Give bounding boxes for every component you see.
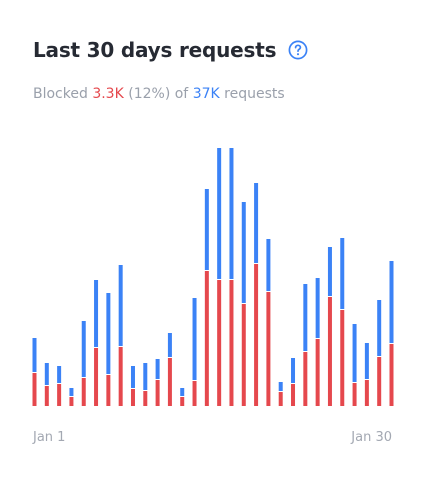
blocked-percent: (12%) [128, 86, 171, 102]
bar-blocked [106, 375, 111, 406]
blocked-summary: Blocked 3.3K (12%) of 37K requests [33, 86, 285, 102]
bar-allowed [155, 359, 160, 379]
bar-blocked [32, 373, 37, 406]
bar-allowed [327, 247, 332, 296]
bar-blocked [94, 348, 99, 406]
bar-blocked [241, 304, 246, 406]
bar-allowed [180, 388, 185, 396]
bar-blocked [315, 339, 320, 406]
x-tick-label-last: Jan 30 [350, 430, 392, 445]
bar-blocked [352, 383, 357, 406]
bar-blocked [303, 352, 308, 406]
bar-blocked [143, 391, 148, 406]
bar-blocked [266, 292, 271, 406]
bar-blocked [118, 347, 123, 406]
bar-allowed [204, 189, 209, 270]
bar-allowed [291, 358, 296, 383]
bar-allowed [303, 284, 308, 351]
bars-group [32, 148, 394, 406]
bar-allowed [217, 148, 222, 279]
title-row: Last 30 days requests [33, 38, 308, 62]
bar-blocked [44, 386, 49, 406]
bar-allowed [389, 261, 394, 343]
bar-blocked [377, 357, 382, 406]
bar-allowed [241, 202, 246, 303]
bar-blocked [57, 384, 62, 406]
bar-blocked [340, 310, 345, 406]
summary-of: of [174, 86, 189, 102]
question-circle-icon[interactable] [288, 40, 308, 60]
x-tick-label-first: Jan 1 [32, 430, 65, 445]
bar-blocked [217, 280, 222, 406]
bar-blocked [229, 280, 234, 406]
bar-blocked [167, 358, 172, 406]
bar-blocked [291, 384, 296, 406]
bar-allowed [377, 300, 382, 356]
bar-allowed [352, 324, 357, 382]
bar-allowed [106, 293, 111, 374]
bar-blocked [69, 397, 74, 406]
bar-allowed [94, 280, 99, 347]
bar-blocked [155, 380, 160, 406]
bar-blocked [254, 264, 259, 406]
bar-allowed [69, 388, 74, 396]
bar-allowed [32, 338, 37, 372]
bar-blocked [81, 378, 86, 406]
total-count: 37K [192, 86, 220, 102]
bar-allowed [167, 333, 172, 357]
bar-blocked [327, 297, 332, 406]
bar-allowed [143, 363, 148, 390]
summary-suffix: requests [224, 86, 285, 102]
bar-allowed [266, 239, 271, 291]
bar-allowed [57, 366, 62, 383]
bar-allowed [118, 265, 123, 346]
bar-blocked [364, 380, 369, 406]
summary-prefix: Blocked [33, 86, 88, 102]
bar-blocked [278, 392, 283, 406]
bar-allowed [254, 183, 259, 263]
bar-allowed [340, 238, 345, 309]
bar-allowed [81, 321, 86, 377]
bar-allowed [315, 278, 320, 338]
bar-allowed [44, 363, 49, 385]
bar-allowed [278, 382, 283, 391]
blocked-count: 3.3K [92, 86, 124, 102]
bar-blocked [130, 389, 135, 406]
bar-blocked [204, 271, 209, 406]
bar-allowed [229, 148, 234, 279]
bar-blocked [180, 397, 185, 406]
bar-allowed [130, 366, 135, 388]
bar-allowed [192, 298, 197, 380]
bar-blocked [192, 381, 197, 406]
bar-allowed [364, 343, 369, 379]
card-title: Last 30 days requests [33, 38, 277, 62]
bar-blocked [389, 344, 394, 406]
